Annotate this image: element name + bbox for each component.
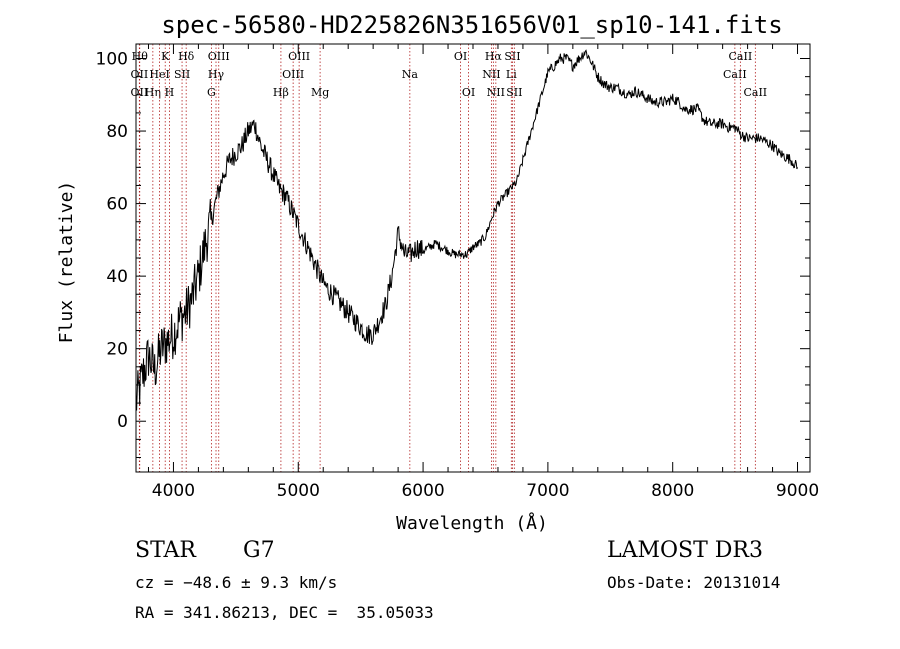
x-tick-label: 9000 — [776, 481, 819, 501]
line-marker-label: Hα — [485, 50, 503, 63]
line-marker-label: OII — [131, 68, 149, 81]
x-ticks: 4000 5000 6000 7000 8000 9000 — [147, 44, 819, 501]
survey-name: LAMOST DR3 — [607, 538, 763, 563]
x-tick-label: 8000 — [651, 481, 694, 501]
x-axis-label: Wavelength (Å) — [396, 512, 548, 534]
line-marker-label: K — [161, 50, 170, 63]
line-marker-label: NII — [487, 86, 505, 99]
chart-title: spec-56580-HD225826N351656V01_sp10-141.f… — [161, 11, 782, 39]
line-markers: HθOIIOIIHηHeIKHSIIHδGHγOIIIHβOIIIOIIIMgN… — [131, 44, 767, 472]
redshift-info: cz = −48.6 ± 9.3 km/s — [135, 573, 338, 592]
line-marker-label: OII — [131, 86, 149, 99]
y-tick-label: 20 — [106, 340, 128, 360]
line-marker-label: G — [207, 86, 216, 99]
y-tick-label: 60 — [106, 195, 128, 215]
line-marker-label: Hβ — [273, 86, 289, 99]
line-marker-label: SII — [174, 68, 190, 81]
object-subclass: G7 — [243, 538, 275, 563]
line-marker-label: HeI — [149, 68, 169, 81]
line-marker-label: Na — [402, 68, 419, 81]
line-marker-label: NII — [482, 68, 500, 81]
y-tick-label: 80 — [106, 122, 128, 142]
line-marker-label: Hγ — [208, 68, 225, 81]
line-marker-label: H — [165, 86, 175, 99]
y-axis-label: Flux (relative) — [56, 181, 77, 344]
line-marker-label: OIII — [282, 68, 304, 81]
line-marker-label: Hη — [145, 86, 161, 99]
line-marker-label: OI — [454, 50, 467, 63]
line-marker-label: Hδ — [178, 50, 195, 63]
line-marker-label: CaII — [723, 68, 747, 81]
y-tick-label: 0 — [117, 412, 128, 432]
x-tick-label: 5000 — [277, 481, 320, 501]
x-tick-label: 6000 — [401, 481, 444, 501]
line-marker-label: CaII — [743, 86, 767, 99]
line-marker-label: OIII — [288, 50, 310, 63]
spectrum-line — [135, 49, 798, 411]
plot-frame — [135, 43, 811, 473]
line-marker-label: OIII — [208, 50, 230, 63]
y-tick-label: 40 — [106, 267, 128, 287]
line-marker-label: Hθ — [132, 50, 149, 63]
object-class: STAR — [135, 538, 196, 563]
x-tick-label: 4000 — [152, 481, 195, 501]
line-marker-label: Mg — [311, 86, 329, 99]
line-marker-label: CaII — [729, 50, 753, 63]
observation-date: Obs-Date: 20131014 — [607, 573, 781, 592]
line-marker-label: OI — [462, 86, 475, 99]
line-marker-label: SII — [504, 50, 520, 63]
x-tick-label: 7000 — [526, 481, 569, 501]
line-marker-label: Li — [506, 68, 517, 81]
coordinates-info: RA = 341.86213, DEC = 35.05033 — [135, 603, 434, 622]
y-ticks: 0 20 40 60 80 100 — [96, 50, 810, 458]
y-tick-label: 100 — [96, 50, 128, 70]
line-marker-label: SII — [506, 86, 522, 99]
plot-border — [135, 43, 811, 473]
